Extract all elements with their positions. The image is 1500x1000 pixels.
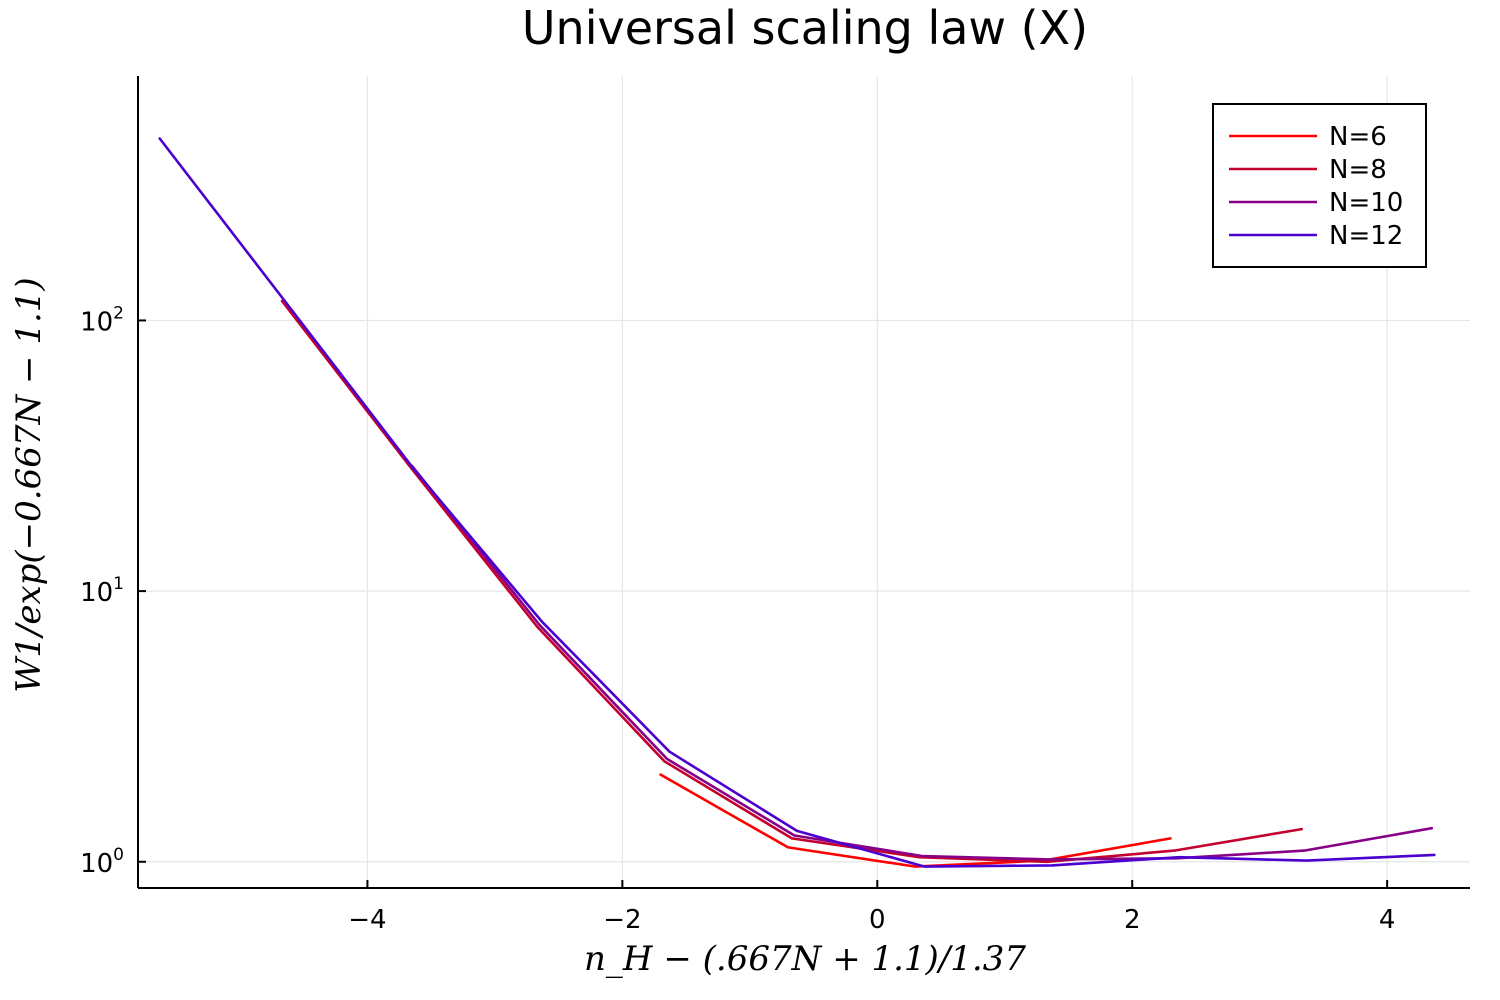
legend-box [1212,103,1427,268]
axes-layer [137,76,1470,889]
legend-label: N=12 [1329,221,1403,251]
series-line-n-8 [280,299,1303,864]
series-line-n-12 [158,137,1436,868]
x-tick-label: 2 [1124,905,1141,935]
series-layer [158,137,1436,868]
legend: N=6N=8N=10N=12 [1212,103,1427,268]
x-tick-label: −4 [348,905,386,935]
chart-title: Universal scaling law (X) [522,1,1088,55]
series-line-n-6 [659,773,1172,868]
x-tick-label: 0 [869,905,886,935]
legend-label: N=10 [1329,188,1403,218]
legend-label: N=8 [1329,155,1387,185]
y-tick-label: 101 [80,574,124,608]
x-axis-label: n_H − (.667N + 1.1)/1.37 [584,939,1026,979]
series-line-n-10 [410,464,1434,861]
y-axis-label: W1/exp(−0.667N − 1.1) [9,277,49,692]
y-tick-label: 102 [80,303,124,337]
x-tick-label: 4 [1379,905,1396,935]
legend-label: N=6 [1329,122,1387,152]
x-tick-label: −2 [603,905,641,935]
ticks-layer: −4 −2 0 2 4 100 101 102 [80,303,1395,935]
y-tick-label: 100 [80,845,124,879]
